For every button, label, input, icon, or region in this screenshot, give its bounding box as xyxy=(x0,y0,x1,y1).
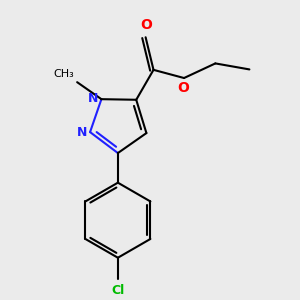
Text: CH₃: CH₃ xyxy=(53,69,74,79)
Text: N: N xyxy=(77,126,87,139)
Text: Cl: Cl xyxy=(111,284,124,297)
Text: O: O xyxy=(177,81,189,95)
Text: N: N xyxy=(88,92,98,105)
Text: O: O xyxy=(141,18,152,32)
